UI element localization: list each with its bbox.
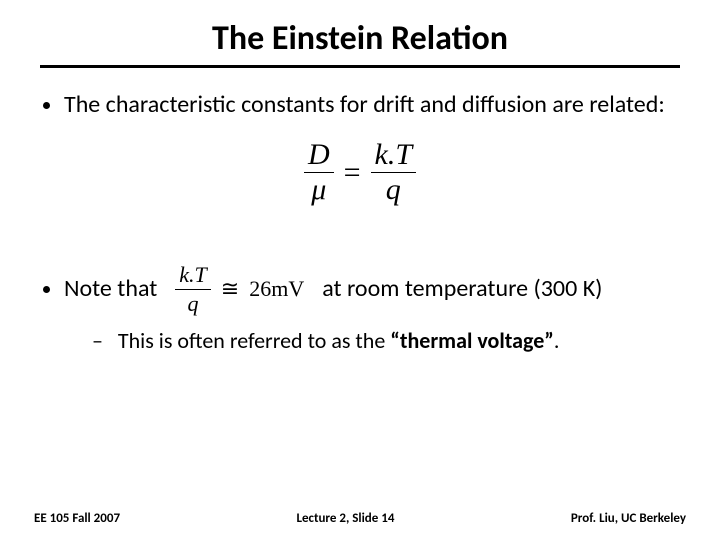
footer-left: EE 105 Fall 2007 xyxy=(34,511,120,526)
equation-inline: k.T q ≅ 26mV xyxy=(175,261,304,317)
equation-main-lhs: D μ xyxy=(304,138,334,207)
bullet-list-2: Note that k.T q ≅ 26mV at room temperatu… xyxy=(34,261,686,355)
eq-main-op: = xyxy=(344,156,361,190)
sub-bullet-list: This is often referred to as the “therma… xyxy=(64,327,686,355)
slide-title: The Einstein Relation xyxy=(34,18,686,65)
sub-bullet-tail: . xyxy=(554,327,560,354)
eq-main-lhs-den: μ xyxy=(304,173,334,207)
eq-main-lhs-num: D xyxy=(304,138,334,173)
eq-inline-lhs-den: q xyxy=(175,290,211,318)
sub-bullet-bold: “thermal voltage” xyxy=(390,327,554,354)
footer-center: Lecture 2, Slide 14 xyxy=(296,511,394,526)
note-pre-text: Note that xyxy=(64,274,157,304)
eq-main-rhs-den: q xyxy=(371,173,417,207)
equation-main-rhs: k.T q xyxy=(371,138,417,207)
bullet-1: The characteristic constants for drift a… xyxy=(64,90,686,120)
eq-inline-lhs-num: k.T xyxy=(175,261,211,290)
slide-body: The characteristic constants for drift a… xyxy=(34,68,686,355)
sub-bullet-1: This is often referred to as the “therma… xyxy=(92,327,686,355)
eq-main-rhs-num: k.T xyxy=(371,138,417,173)
eq-inline-op: ≅ xyxy=(221,275,239,303)
sub-bullet-text: This is often referred to as the xyxy=(118,327,390,354)
bullet-note: Note that k.T q ≅ 26mV at room temperatu… xyxy=(64,261,686,355)
footer-right: Prof. Liu, UC Berkeley xyxy=(571,511,686,526)
equation-main: D μ = k.T q xyxy=(34,138,686,207)
note-post-text: at room temperature (300 K) xyxy=(322,274,602,304)
slide-footer: EE 105 Fall 2007 Lecture 2, Slide 14 Pro… xyxy=(34,511,686,526)
bullet-list: The characteristic constants for drift a… xyxy=(34,90,686,120)
eq-inline-rhs: 26mV xyxy=(249,275,304,303)
